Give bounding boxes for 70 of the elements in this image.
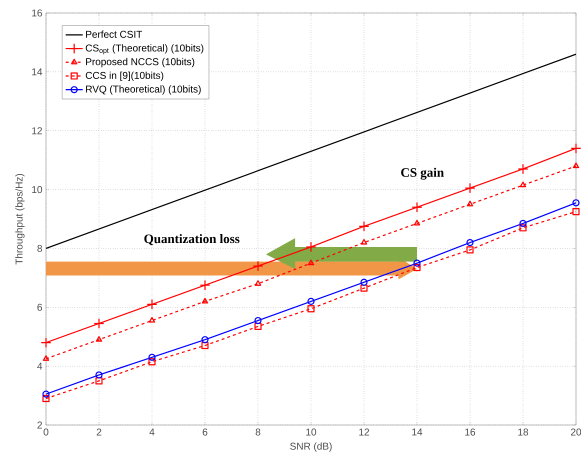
x-tick-label: 16 (465, 428, 476, 436)
point (200, 280, 210, 291)
point (358, 220, 370, 232)
point (254, 322, 262, 330)
point (148, 354, 156, 361)
point (307, 298, 315, 305)
point (254, 316, 262, 324)
x-tick-label: 10 (306, 428, 316, 436)
point (466, 246, 474, 254)
y-tick-label: 8 (37, 244, 42, 252)
point (466, 238, 474, 246)
x-tick-label: 4 (149, 428, 154, 436)
point (202, 298, 208, 304)
point (94, 318, 104, 329)
point (518, 164, 528, 174)
point (360, 238, 368, 245)
legend-label: Proposed NCCS (10bits) (86, 58, 194, 68)
point (414, 220, 420, 226)
point (42, 394, 50, 402)
x-tick-label: 0 (44, 428, 48, 436)
legend-label: CCS in [9](10bits) (86, 72, 164, 81)
point (148, 358, 156, 366)
point (146, 298, 158, 310)
point (201, 336, 209, 344)
point (519, 224, 527, 232)
point (308, 260, 314, 266)
point (95, 377, 103, 384)
y-axis-title: Throughput (bps/Hz) (15, 174, 25, 264)
x-tick-label: 14 (412, 428, 422, 436)
point (464, 182, 476, 194)
y-tick-label: 16 (32, 9, 42, 17)
point (201, 342, 209, 350)
point (254, 280, 262, 286)
x-tick-label: 6 (202, 428, 208, 436)
annotation: Quantization loss (144, 234, 240, 246)
point (148, 316, 156, 323)
point (360, 278, 368, 286)
x-tick-label: 18 (518, 428, 528, 436)
x-tick-label: 20 (570, 428, 581, 436)
x-tick-label: 12 (359, 428, 370, 436)
point (412, 202, 422, 213)
y-tick-label: 14 (32, 68, 42, 76)
point (466, 200, 474, 206)
y-tick-label: 6 (37, 304, 42, 311)
x-tick-label: 2 (96, 428, 102, 436)
point (413, 264, 421, 272)
legend-label: Perfect CSIT (86, 30, 142, 38)
point (42, 355, 50, 361)
point (306, 242, 316, 252)
point (570, 142, 581, 154)
point (572, 162, 580, 168)
point (360, 284, 368, 292)
x-tick-label: 8 (256, 428, 260, 436)
legend-label: RVQ (Theoretical) (10bits) (86, 85, 201, 95)
point (572, 208, 580, 216)
point (96, 336, 102, 342)
y-tick-label: 12 (32, 127, 42, 134)
point (519, 220, 527, 227)
point (413, 260, 421, 267)
point (252, 260, 264, 272)
y-tick-label: 4 (37, 362, 42, 370)
annotation: CS gain (401, 168, 444, 180)
point (520, 182, 526, 188)
y-tick-label: 10 (32, 186, 42, 194)
point (307, 305, 315, 312)
point (40, 337, 52, 348)
y-tick-label: 2 (37, 422, 42, 428)
x-axis-title: SNR (dB) (290, 442, 332, 452)
legend-label: CS$_{opt}$ (Theoretical) (10bits) (86, 44, 204, 54)
point (95, 371, 103, 379)
